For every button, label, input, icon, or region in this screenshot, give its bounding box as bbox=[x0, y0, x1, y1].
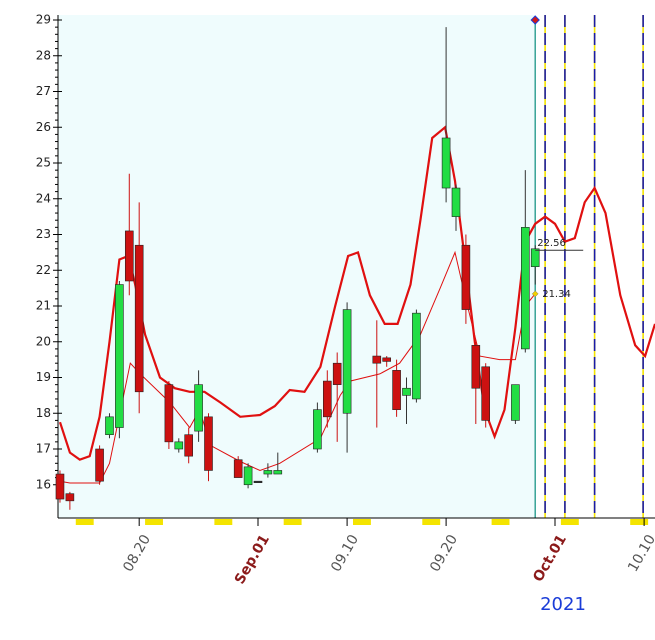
candle-body bbox=[95, 448, 104, 482]
candle-body bbox=[65, 493, 75, 502]
weekend-marker bbox=[491, 519, 510, 525]
candle-body bbox=[243, 466, 253, 486]
candle-body bbox=[253, 480, 263, 483]
y-tick-label: 18 bbox=[36, 406, 51, 420]
weekend-marker bbox=[560, 519, 579, 525]
y-tick-label: 19 bbox=[36, 370, 51, 384]
y-tick-label: 21 bbox=[36, 299, 51, 313]
weekend-marker bbox=[422, 519, 441, 525]
y-tick-label: 16 bbox=[36, 477, 51, 491]
y-tick-label: 23 bbox=[36, 227, 51, 241]
candle-body bbox=[392, 370, 401, 410]
candle-body bbox=[115, 284, 124, 428]
candle-body bbox=[263, 470, 273, 475]
level-marker bbox=[531, 290, 539, 298]
candle-body bbox=[322, 380, 332, 418]
level-label: 21.34 bbox=[542, 289, 571, 300]
year-label: 2021 bbox=[540, 594, 586, 615]
candle-body bbox=[174, 441, 184, 450]
y-tick-label: 27 bbox=[36, 84, 51, 98]
candle-body bbox=[194, 384, 203, 432]
candle-body bbox=[402, 387, 411, 396]
candle-body bbox=[184, 434, 193, 457]
y-tick-label: 28 bbox=[36, 48, 51, 62]
y-tick-label: 24 bbox=[36, 191, 51, 205]
level-label: 22.56 bbox=[537, 238, 566, 249]
candle-body bbox=[471, 345, 481, 389]
candle-body bbox=[461, 244, 471, 310]
y-tick-label: 17 bbox=[36, 442, 51, 456]
candle-body bbox=[382, 357, 391, 362]
candle-body bbox=[164, 384, 174, 443]
weekend-marker bbox=[75, 519, 94, 525]
y-tick-label: 25 bbox=[36, 156, 51, 170]
candle-body bbox=[521, 227, 530, 350]
weekend-marker bbox=[630, 519, 649, 525]
weekend-marker bbox=[214, 519, 233, 525]
weekend-marker bbox=[352, 519, 371, 525]
weekend-marker bbox=[145, 519, 163, 525]
y-tick-label: 20 bbox=[36, 334, 51, 348]
y-tick-label: 26 bbox=[36, 120, 51, 134]
y-tick-label: 29 bbox=[36, 13, 51, 27]
candle-body bbox=[342, 309, 352, 414]
candle-body bbox=[124, 230, 134, 282]
candle-body bbox=[313, 409, 322, 450]
candle-body bbox=[204, 416, 213, 471]
weekend-marker bbox=[283, 519, 302, 525]
candle-body bbox=[481, 366, 491, 421]
candle-body bbox=[451, 187, 461, 217]
candle-body bbox=[412, 312, 421, 400]
current-marker bbox=[530, 15, 540, 25]
candle-body bbox=[530, 248, 540, 267]
candle-body bbox=[511, 384, 520, 421]
candle-body bbox=[441, 137, 451, 189]
candle-body bbox=[273, 470, 283, 475]
candle-body bbox=[372, 355, 382, 364]
candle-body bbox=[332, 362, 342, 385]
y-tick-label: 22 bbox=[36, 263, 51, 277]
candle-body bbox=[233, 459, 243, 478]
candle-body bbox=[134, 244, 144, 393]
candle-body bbox=[55, 473, 65, 500]
candle-body bbox=[105, 416, 114, 436]
